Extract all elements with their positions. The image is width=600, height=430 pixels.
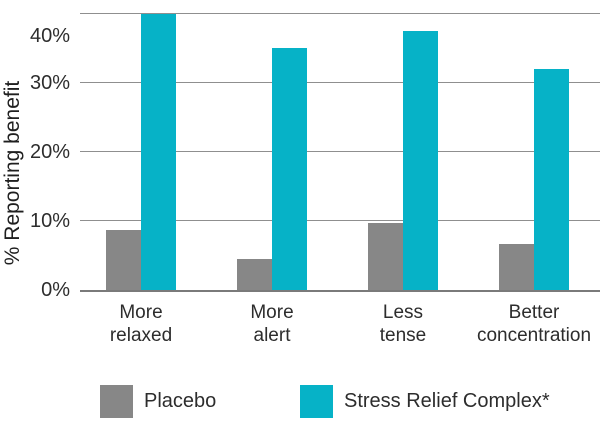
gridline	[80, 151, 600, 153]
bar-series-1-less-tense	[403, 30, 438, 290]
y-tick-label: 40%	[29, 24, 70, 47]
category-label: More alert	[250, 302, 294, 346]
bar-series-1-more-relaxed	[141, 13, 176, 290]
legend-item-stress-relief-complex: Stress Relief Complex*	[300, 385, 550, 418]
bar-series-0-less-tense	[368, 222, 403, 290]
y-axis-title: % Reporting benefit	[1, 80, 24, 266]
y-tick-label: 0%	[41, 279, 70, 301]
legend-swatch-stress-relief-complex	[300, 385, 333, 418]
x-axis-line	[80, 290, 600, 292]
y-tick-label: 30%	[29, 71, 70, 94]
gridline	[80, 220, 600, 222]
gridline	[80, 13, 600, 15]
bar-series-1-more-alert	[272, 48, 307, 290]
y-tick-label: 10%	[29, 209, 70, 232]
category-label: Less tense	[379, 302, 427, 346]
gridline	[80, 82, 600, 84]
legend-label-stress-relief-complex: Stress Relief Complex*	[344, 390, 550, 412]
y-tick-label: 20%	[29, 140, 70, 163]
category-label: More relaxed	[109, 302, 173, 346]
bar-series-0-better-concentration	[499, 243, 534, 290]
legend-swatch-placebo	[100, 385, 133, 418]
bar-series-1-better-concentration	[534, 68, 569, 290]
legend-item-placebo: Placebo	[100, 385, 216, 418]
category-label: Better concentration	[476, 302, 592, 346]
legend-label-placebo: Placebo	[144, 390, 217, 412]
bar-series-0-more-alert	[237, 258, 272, 290]
bar-series-0-more-relaxed	[106, 229, 141, 290]
